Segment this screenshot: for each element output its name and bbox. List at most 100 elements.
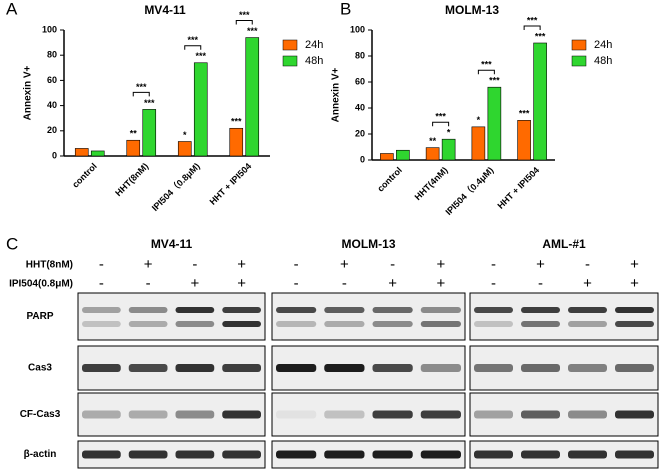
band bbox=[276, 321, 317, 327]
band bbox=[372, 364, 413, 372]
x-tick-label: IPI504（0.8μM) bbox=[150, 161, 202, 213]
bar bbox=[90, 150, 105, 157]
blot-box bbox=[271, 292, 466, 341]
significance-label: *** bbox=[535, 31, 546, 41]
x-tick-label: IPI504（0.4μM) bbox=[443, 165, 495, 217]
band bbox=[128, 307, 168, 313]
band bbox=[474, 410, 513, 419]
sign: + bbox=[340, 256, 349, 273]
significance-label: ** bbox=[429, 136, 437, 146]
significance-label: *** bbox=[195, 51, 206, 61]
bar bbox=[425, 147, 440, 161]
x-tick-label: HHT + IPI504 bbox=[495, 165, 541, 211]
band bbox=[82, 364, 121, 372]
bar bbox=[142, 109, 157, 157]
y-tick-label: 80 bbox=[355, 50, 365, 60]
band bbox=[222, 321, 261, 327]
group-title: MV4-11 bbox=[151, 237, 193, 251]
significance-label: * bbox=[477, 115, 481, 125]
protein-label: β-actin bbox=[24, 449, 57, 460]
protein-label: PARP bbox=[26, 311, 53, 322]
y-tick-label: 60 bbox=[355, 76, 365, 86]
band bbox=[568, 307, 607, 313]
x-tick-label: HHT + IPI504 bbox=[208, 161, 254, 207]
band bbox=[420, 450, 461, 459]
band bbox=[324, 307, 365, 313]
band bbox=[128, 450, 168, 459]
sign: + bbox=[388, 275, 397, 292]
band bbox=[521, 321, 560, 327]
chart-title: MV4-11 bbox=[144, 3, 186, 17]
x-tick-label: HHT(8nM) bbox=[113, 161, 150, 198]
chart-title: MOLM-13 bbox=[445, 3, 499, 17]
sign: - bbox=[342, 275, 347, 292]
band bbox=[420, 410, 461, 419]
band bbox=[324, 321, 365, 327]
band bbox=[222, 364, 261, 372]
sign: - bbox=[99, 275, 104, 292]
band bbox=[474, 321, 513, 327]
sign: - bbox=[99, 256, 104, 273]
y-tick-label: 40 bbox=[47, 100, 57, 110]
band bbox=[420, 321, 461, 327]
bar bbox=[396, 149, 410, 161]
band bbox=[568, 364, 607, 372]
y-tick-label: 0 bbox=[360, 154, 365, 164]
y-tick-label: 0 bbox=[52, 150, 57, 160]
sign: + bbox=[237, 256, 246, 273]
bracket-label: *** bbox=[481, 60, 492, 70]
sign: - bbox=[294, 275, 299, 292]
band bbox=[568, 450, 607, 459]
x-tick-label: HHT(4nM) bbox=[413, 165, 450, 202]
sign: - bbox=[294, 256, 299, 273]
group-title: MOLM-13 bbox=[342, 237, 396, 251]
band bbox=[222, 410, 261, 419]
panel-label: C bbox=[6, 234, 18, 253]
significance-label: *** bbox=[519, 109, 530, 119]
band bbox=[175, 450, 215, 459]
y-axis-label: Annexin V+ bbox=[23, 65, 34, 120]
legend-label: 24h bbox=[594, 39, 612, 51]
significance-label: * bbox=[183, 130, 187, 140]
sign: - bbox=[146, 275, 151, 292]
y-tick-label: 80 bbox=[47, 50, 57, 60]
significance-label: * bbox=[447, 128, 451, 138]
bar bbox=[126, 139, 141, 157]
band bbox=[521, 450, 560, 459]
y-tick-label: 100 bbox=[350, 24, 365, 34]
band bbox=[128, 364, 168, 372]
sign: - bbox=[585, 256, 590, 273]
bracket-label: *** bbox=[239, 10, 250, 20]
sign: - bbox=[491, 256, 496, 273]
blot-box bbox=[469, 292, 659, 341]
treatment-label: HHT(8nM) bbox=[26, 260, 73, 271]
bracket-label: *** bbox=[527, 15, 538, 25]
significance-bracket bbox=[235, 20, 253, 25]
y-tick-label: 20 bbox=[47, 125, 57, 135]
significance-label: *** bbox=[247, 26, 258, 36]
bar bbox=[229, 127, 244, 157]
significance-bracket bbox=[477, 69, 495, 75]
panel-label: A bbox=[6, 0, 18, 18]
y-tick-label: 40 bbox=[355, 102, 365, 112]
sign: + bbox=[237, 275, 246, 292]
bar bbox=[441, 138, 456, 161]
bar bbox=[177, 141, 192, 157]
significance-label: *** bbox=[231, 117, 242, 127]
bar bbox=[74, 148, 89, 157]
protein-label: CF-Cas3 bbox=[20, 409, 61, 420]
band bbox=[615, 364, 654, 372]
band bbox=[615, 321, 654, 327]
band bbox=[128, 321, 168, 327]
band bbox=[82, 307, 121, 313]
band bbox=[175, 364, 215, 372]
significance-bracket bbox=[432, 121, 450, 127]
bar bbox=[517, 120, 531, 161]
y-axis-label: Annexin V+ bbox=[331, 67, 342, 122]
band bbox=[420, 364, 461, 372]
band bbox=[615, 450, 654, 459]
band bbox=[474, 307, 513, 313]
band bbox=[276, 307, 317, 313]
legend-label: 48h bbox=[594, 55, 612, 67]
legend-swatch bbox=[571, 39, 587, 51]
